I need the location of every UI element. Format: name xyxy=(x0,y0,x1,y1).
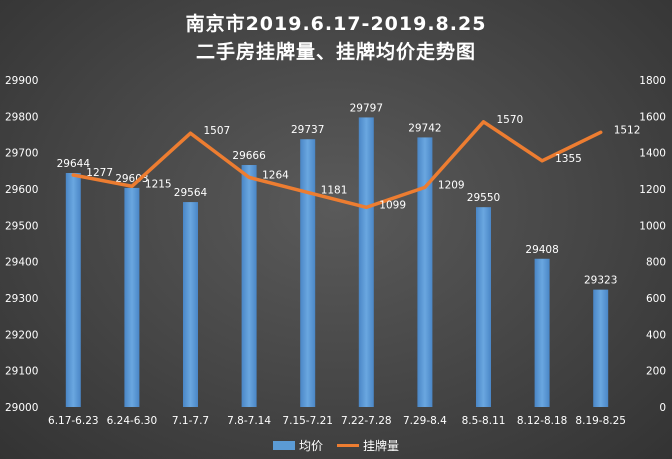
category-label: 7.8-7.14 xyxy=(227,415,271,427)
line-value-label: 1209 xyxy=(438,179,465,191)
right-tick-label: 1000 xyxy=(639,220,666,232)
bar-value-label: 29564 xyxy=(174,187,208,199)
left-tick-label: 29900 xyxy=(5,75,38,87)
bar-value-label: 29737 xyxy=(291,124,324,136)
right-tick-label: 1200 xyxy=(639,184,666,196)
bar xyxy=(593,289,609,407)
right-tick-label: 1800 xyxy=(639,75,666,87)
bar-series xyxy=(65,117,609,407)
bar xyxy=(65,173,81,407)
bar xyxy=(534,258,550,407)
bar xyxy=(124,187,140,407)
bar-value-label: 29644 xyxy=(57,158,91,170)
left-tick-label: 29200 xyxy=(5,329,38,341)
category-label: 8.5-8.11 xyxy=(462,415,506,427)
left-tick-label: 29700 xyxy=(5,148,38,160)
bar-labels: 29644 29603 29564 29666 29737 29797 29742 29550… xyxy=(57,102,618,286)
category-label: 6.24-6.30 xyxy=(107,415,158,427)
legend-item-listings: 挂牌量 xyxy=(337,437,399,454)
line-value-label: 1215 xyxy=(145,178,172,190)
bar-value-label: 29742 xyxy=(408,122,441,134)
line-path xyxy=(71,120,603,210)
bar-value-label: 29408 xyxy=(525,244,558,256)
left-tick-label: 29000 xyxy=(5,402,38,414)
category-label: 7.29-8.4 xyxy=(403,415,447,427)
bar xyxy=(241,165,257,407)
chart-title-line-2: 二手房挂牌量、挂牌均价走势图 xyxy=(195,41,476,63)
right-tick-label: 1400 xyxy=(639,148,666,160)
bar xyxy=(417,137,433,407)
line-value-label: 1264 xyxy=(262,169,289,181)
line-value-label: 1507 xyxy=(204,125,231,137)
category-label: 7.1-7.7 xyxy=(172,415,209,427)
left-tick-label: 29300 xyxy=(5,293,38,305)
line-value-label: 1355 xyxy=(555,153,582,165)
category-label: 8.12-8.18 xyxy=(517,415,568,427)
line-value-label: 1099 xyxy=(379,199,406,211)
legend-swatch-line xyxy=(337,444,359,447)
legend-label-listings: 挂牌量 xyxy=(363,439,400,453)
bar-value-label: 29323 xyxy=(584,275,617,287)
left-tick-label: 29600 xyxy=(5,184,38,196)
line-labels: 1277 1215 1507 1264 1181 1099 1209 1570 1355 1512 xyxy=(86,114,640,212)
right-axis: 0 200 400 600 800 1000 1200 1400 1600 1800 xyxy=(639,75,666,414)
bar xyxy=(358,117,374,407)
right-tick-label: 200 xyxy=(646,366,666,378)
right-tick-label: 1600 xyxy=(639,111,666,123)
bar-value-label: 29666 xyxy=(232,150,266,162)
legend-swatch-bar xyxy=(272,441,295,450)
category-label: 6.17-6.23 xyxy=(48,415,99,427)
right-tick-label: 600 xyxy=(646,293,666,305)
bar xyxy=(476,207,491,407)
category-axis: 6.17-6.23 6.24-6.30 7.1-7.7 7.8-7.14 7.15-7.… xyxy=(48,415,626,427)
line-value-label: 1570 xyxy=(497,114,524,126)
chart-title-line-1: 南京市2019.6.17-2019.8.25 xyxy=(185,13,487,35)
left-tick-label: 29400 xyxy=(5,257,38,269)
left-axis: 29000 29100 29200 29300 29400 29500 29600 29700… xyxy=(5,75,38,414)
legend: 均价 挂牌量 xyxy=(0,437,672,454)
category-label: 7.15-7.21 xyxy=(282,415,333,427)
bar-value-label: 29550 xyxy=(467,192,500,204)
line-value-label: 1277 xyxy=(86,167,113,179)
right-tick-label: 0 xyxy=(659,402,666,414)
right-tick-label: 400 xyxy=(646,329,666,341)
category-label: 7.22-7.28 xyxy=(341,415,392,427)
line-value-label: 1512 xyxy=(614,124,641,136)
legend-label-avg-price: 均价 xyxy=(298,439,323,453)
bar-value-label: 29797 xyxy=(350,102,383,114)
line-series xyxy=(71,120,603,210)
bar xyxy=(300,139,316,407)
category-label: 8.19-8.25 xyxy=(575,415,626,427)
left-tick-label: 29800 xyxy=(5,111,38,123)
bar-value-label: 29603 xyxy=(115,173,148,185)
left-tick-label: 29100 xyxy=(5,366,38,378)
right-tick-label: 800 xyxy=(646,257,666,269)
legend-item-avg-price: 均价 xyxy=(272,437,323,454)
line-value-label: 1181 xyxy=(321,184,348,196)
left-tick-label: 29500 xyxy=(5,220,38,232)
bar xyxy=(183,202,198,407)
